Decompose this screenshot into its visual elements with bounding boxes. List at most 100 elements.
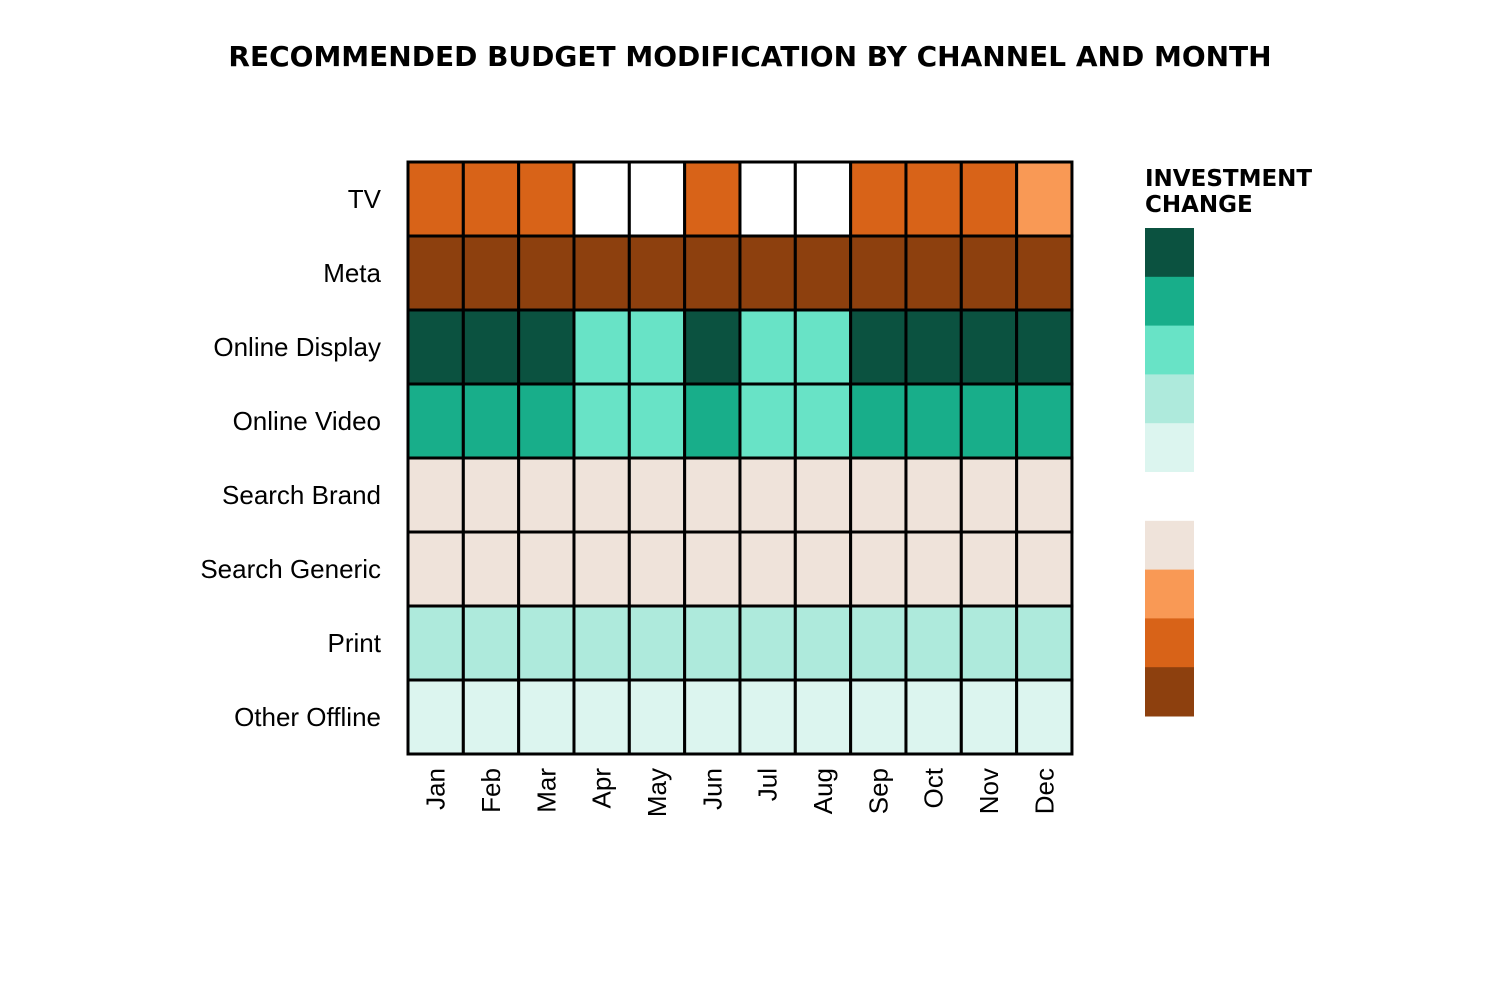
color-legend: INVESTMENT CHANGE (1145, 166, 1312, 717)
heatmap-cell (627, 678, 687, 756)
heatmap-cell (572, 160, 631, 238)
heatmap-cell (904, 456, 963, 534)
column-label: Apr (587, 768, 617, 809)
legend-swatch (1145, 569, 1194, 619)
column-label: Sep (863, 768, 893, 814)
heatmap-cell (904, 604, 963, 682)
heatmap-cell (517, 604, 576, 682)
row-label: Online Video (233, 406, 381, 436)
row-label: Search Brand (222, 480, 381, 510)
heatmap-cell (683, 160, 742, 238)
column-label: Feb (476, 768, 506, 813)
heatmap-cell (1015, 678, 1074, 756)
row-label: Online Display (213, 332, 381, 362)
heatmap-cell (406, 382, 465, 460)
heatmap-cell (959, 456, 1019, 534)
heatmap-cell (904, 308, 963, 386)
heatmap-cell (683, 604, 742, 682)
heatmap-cell (959, 604, 1019, 682)
heatmap-cell (849, 382, 908, 460)
chart-title: RECOMMENDED BUDGET MODIFICATION BY CHANN… (228, 40, 1271, 73)
column-label: May (642, 768, 672, 817)
heatmap-cell (1015, 382, 1074, 460)
heatmap-cell (461, 604, 521, 682)
heatmap-cell (849, 456, 908, 534)
row-label: Print (328, 628, 382, 658)
heatmap-cell (627, 456, 687, 534)
heatmap-cell (793, 160, 853, 238)
legend-swatch (1145, 276, 1194, 327)
legend-swatches (1145, 228, 1194, 717)
heatmap-cell (461, 234, 521, 312)
heatmap-cell (683, 308, 742, 386)
heatmap-cell (406, 678, 465, 756)
heatmap-cell (683, 530, 742, 608)
heatmap-cell (406, 160, 465, 238)
column-label: Aug (808, 768, 838, 814)
heatmap-cell (572, 382, 631, 460)
heatmap-cell (406, 530, 465, 608)
heatmap-cell (959, 234, 1019, 312)
heatmap-cell (406, 456, 465, 534)
heatmap-cell (627, 530, 687, 608)
heatmap-cell (959, 160, 1019, 238)
heatmap-cell (849, 160, 908, 238)
legend-swatch (1145, 423, 1194, 473)
legend-swatch (1145, 472, 1194, 522)
heatmap-cell (683, 382, 742, 460)
heatmap-cell (738, 604, 797, 682)
heatmap-cell (1015, 530, 1074, 608)
heatmap-cell (904, 678, 963, 756)
heatmap-cell (572, 604, 631, 682)
heatmap-cell (849, 678, 908, 756)
heatmap-cell (572, 308, 631, 386)
row-label: Meta (323, 258, 381, 288)
legend-swatch (1145, 667, 1194, 717)
heatmap-cell (461, 160, 521, 238)
heatmap-cell (517, 382, 576, 460)
heatmap-cell (793, 382, 853, 460)
heatmap-cell (738, 234, 797, 312)
legend-swatch (1145, 228, 1194, 278)
heatmap-cell (572, 234, 631, 312)
heatmap-cell (683, 234, 742, 312)
heatmap-cell (793, 678, 853, 756)
heatmap-cell (461, 678, 521, 756)
heatmap-cell (738, 160, 797, 238)
heatmap-cell (517, 234, 576, 312)
heatmap-cell (793, 456, 853, 534)
heatmap-cell (1015, 456, 1074, 534)
column-label: Oct (919, 767, 949, 808)
heatmap-cell (572, 678, 631, 756)
heatmap-cell (517, 678, 576, 756)
heatmap-cell (461, 308, 521, 386)
heatmap-cell (904, 160, 963, 238)
heatmap-cell (959, 382, 1019, 460)
heatmap-cell (959, 308, 1019, 386)
heatmap-cell (406, 308, 465, 386)
heatmap-grid (406, 160, 1074, 756)
heatmap-cell (959, 678, 1019, 756)
heatmap-cell (683, 678, 742, 756)
legend-swatch (1145, 520, 1194, 571)
heatmap-cell (793, 530, 853, 608)
heatmap-cell (738, 530, 797, 608)
column-label: Dec (1029, 768, 1059, 814)
heatmap-cell (849, 604, 908, 682)
heatmap-cell (517, 160, 576, 238)
heatmap-cell (1015, 308, 1074, 386)
row-label: Search Generic (200, 554, 381, 584)
row-label: Other Offline (234, 702, 381, 732)
legend-title-line-1: INVESTMENT (1145, 166, 1312, 192)
heatmap-cell (849, 308, 908, 386)
legend-swatch (1145, 374, 1194, 424)
heatmap-cell (627, 160, 687, 238)
heatmap-cell (738, 456, 797, 534)
heatmap-cell (904, 382, 963, 460)
heatmap-cell (1015, 604, 1074, 682)
heatmap-cell (849, 530, 908, 608)
heatmap-cell (1015, 234, 1074, 312)
heatmap-cell (406, 604, 465, 682)
heatmap-cell (461, 456, 521, 534)
